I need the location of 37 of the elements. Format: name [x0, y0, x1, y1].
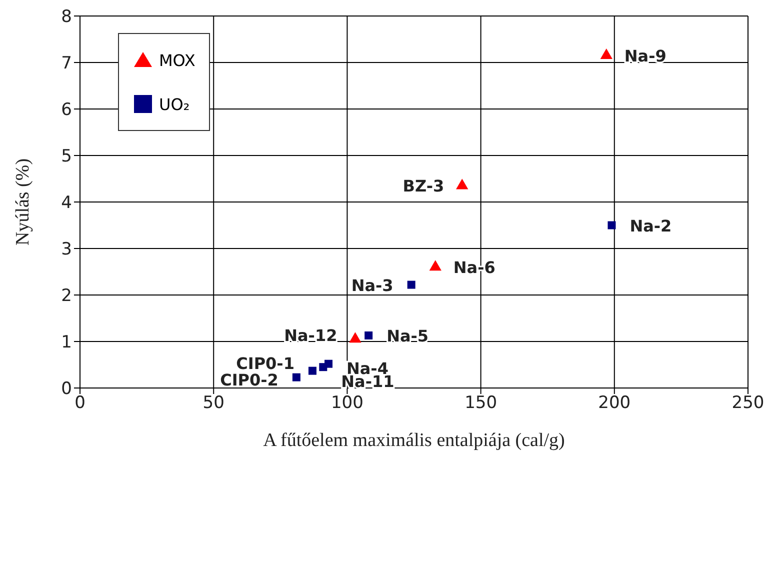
legend-label: UO₂: [159, 94, 190, 114]
x-tick-label: 0: [74, 393, 86, 414]
y-tick-label: 1: [61, 332, 72, 353]
annotation: CIP0-2: [220, 370, 278, 390]
point: [364, 331, 373, 340]
point: [600, 48, 612, 60]
y-tick-label: 3: [61, 240, 72, 260]
annotation: Na-9: [624, 46, 666, 66]
annotation: Na-2: [630, 216, 672, 236]
point: [319, 363, 328, 372]
point: [429, 260, 442, 271]
x-tick-label: 250: [732, 393, 764, 414]
x-tick-label: 200: [598, 393, 631, 414]
x-tick-label: 150: [464, 393, 498, 414]
y-tick-label: 0: [61, 379, 72, 400]
x-axis-title: A fűtőelem maximális entalpiája (cal/g): [263, 430, 565, 451]
x-tick-label: 50: [202, 393, 224, 414]
annotation: Na-3: [351, 276, 394, 295]
y-tick-label: 5: [61, 146, 72, 167]
point: [456, 178, 468, 190]
y-tick-label: 8: [61, 7, 72, 28]
annotation: Na-12: [284, 326, 338, 346]
point: [292, 373, 300, 382]
annotation: CIP0-1: [236, 354, 294, 373]
annotation: Na-5: [386, 326, 429, 346]
x-tick-label: 100: [330, 393, 364, 414]
point: [308, 366, 316, 375]
y-tick-label: 4: [61, 193, 72, 214]
annotation: BZ-3: [402, 176, 444, 196]
legend-label: MOX: [159, 50, 196, 70]
y-tick-label: 2: [61, 286, 72, 306]
point: [608, 221, 616, 230]
point: [407, 280, 416, 289]
y-axis-title: Nyúlás (%): [12, 158, 34, 246]
y-tick-label: 7: [61, 54, 72, 74]
point: [349, 332, 362, 343]
y-tick-label: 6: [61, 100, 72, 120]
